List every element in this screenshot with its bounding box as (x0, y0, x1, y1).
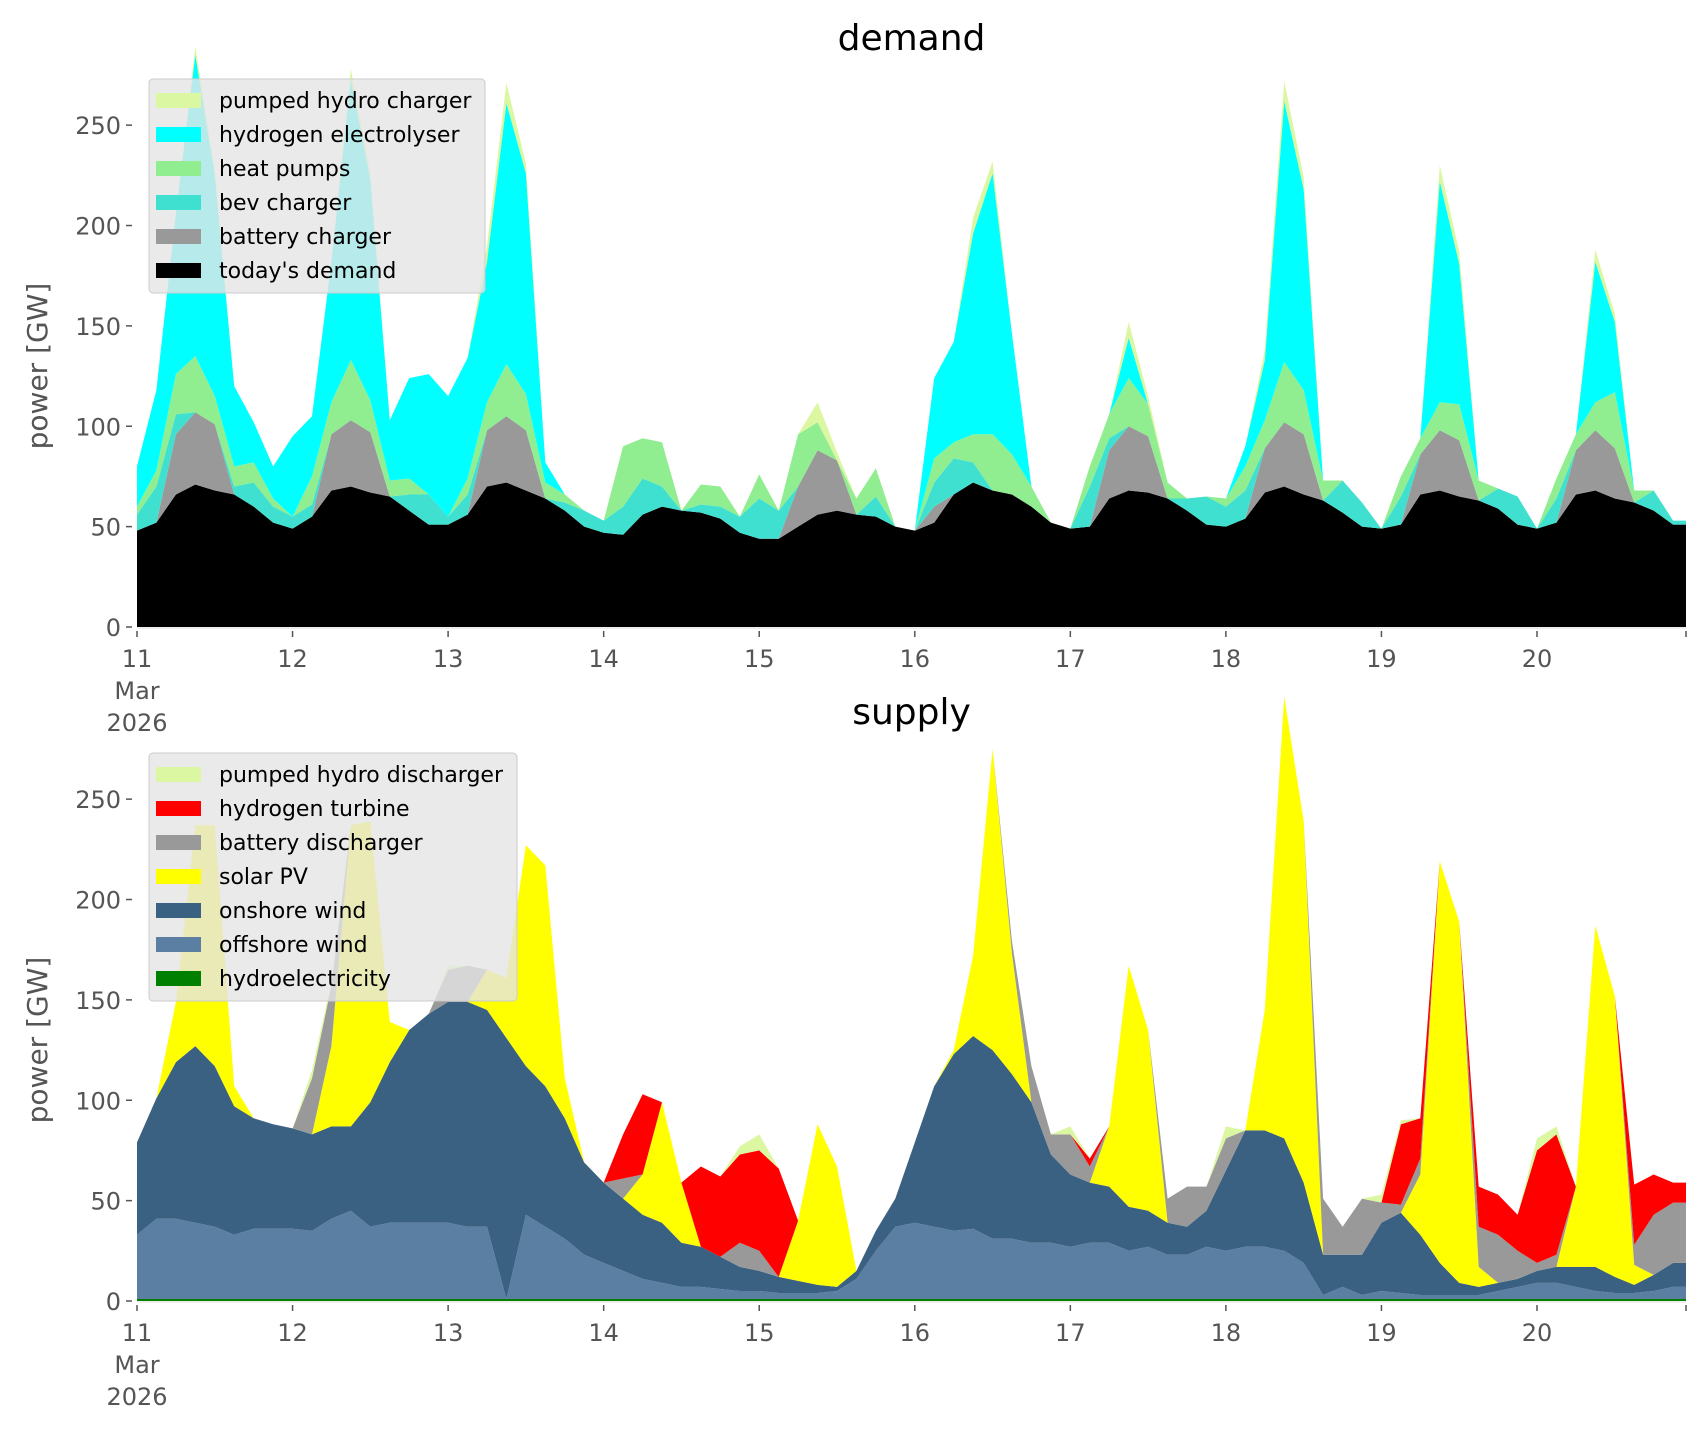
legend-swatch (156, 971, 201, 986)
legend-swatch (156, 937, 201, 952)
area-battery-charger (137, 412, 1686, 539)
x-tick-label: 12 (277, 1319, 308, 1347)
legend-label: hydrogen turbine (219, 797, 410, 822)
y-tick-label: 0 (106, 614, 121, 642)
legend-box (148, 752, 518, 1002)
legend-item: hydroelectricity (156, 967, 391, 992)
demand-panel: demand 0 50 100 150 200 250 power [GW] 11 Mar 2026… (21, 18, 1687, 737)
legend-item: bev charger (156, 191, 352, 216)
legend-item: battery discharger (156, 831, 424, 856)
y-tick-label: 250 (75, 112, 121, 140)
x-tick-label: 11 (122, 645, 153, 673)
y-tick-label: 50 (90, 1188, 121, 1216)
x-tick-label: 19 (1366, 1319, 1397, 1347)
legend-swatch (156, 767, 201, 782)
x-tick-sublabel: Mar (114, 1351, 159, 1379)
legend-swatch (156, 869, 201, 884)
x-tick-label: 14 (588, 1319, 619, 1347)
legend-swatch (156, 801, 201, 816)
legend-label: pumped hydro discharger (219, 763, 504, 788)
y-tick-label: 200 (75, 887, 121, 915)
legend-item: battery charger (156, 225, 392, 250)
legend-item: pumped hydro charger (156, 89, 472, 114)
x-tick-label: 20 (1522, 1319, 1553, 1347)
x-tick-sublabel: Mar (114, 677, 159, 705)
chart-title: supply (852, 692, 971, 733)
legend-item: solar PV (156, 865, 308, 890)
supply-panel: supply 0 50 100 150 200 250 power [GW] 11 Mar 2026… (21, 692, 1687, 1411)
area-offshore-wind (137, 1210, 1686, 1299)
legend-swatch (156, 195, 201, 210)
legend-label: offshore wind (219, 933, 368, 958)
y-tick-label: 250 (75, 786, 121, 814)
legend-item: pumped hydro discharger (156, 763, 504, 788)
area-hydroelectricity (137, 1299, 1686, 1301)
legend-item: today's demand (156, 259, 396, 284)
x-tick-sublabel: 2026 (106, 709, 167, 737)
y-tick-label: 100 (75, 1087, 121, 1115)
x-tick-sublabel: 2026 (106, 1383, 167, 1411)
x-tick-label: 18 (1211, 645, 1242, 673)
legend-label: heat pumps (219, 157, 350, 182)
x-tick-label: 13 (433, 645, 464, 673)
area-today-s-demand (137, 482, 1686, 627)
legend-label: solar PV (219, 865, 308, 890)
area-bev-charger (137, 412, 1686, 539)
area-heat-pumps (137, 356, 1686, 531)
area-solar-pv (137, 696, 1686, 1287)
area-onshore-wind (137, 1001, 1686, 1299)
legend-label: today's demand (219, 259, 396, 284)
legend-box (148, 78, 486, 294)
legend-item: hydrogen turbine (156, 797, 410, 822)
legend-label: bev charger (219, 191, 352, 216)
legend-label: battery charger (219, 225, 392, 250)
x-tick-label: 12 (277, 645, 308, 673)
legend-label: pumped hydro charger (219, 89, 472, 114)
x-tick-label: 20 (1522, 645, 1553, 673)
legend-label: hydrogen electrolyser (219, 123, 460, 148)
legend-swatch (156, 93, 201, 108)
legend-label: hydroelectricity (219, 967, 391, 992)
legend-swatch (156, 835, 201, 850)
x-tick-label: 17 (1055, 1319, 1086, 1347)
x-tick-label: 11 (122, 1319, 153, 1347)
x-tick-label: 19 (1366, 645, 1397, 673)
legend-label: onshore wind (219, 899, 366, 924)
x-tick-label: 17 (1055, 645, 1086, 673)
y-tick-label: 150 (75, 313, 121, 341)
x-tick-label: 14 (588, 645, 619, 673)
legend-swatch (156, 229, 201, 244)
x-tick-label: 13 (433, 1319, 464, 1347)
y-tick-label: 150 (75, 987, 121, 1015)
y-axis-label: power [GW] (21, 957, 54, 1124)
x-tick-label: 15 (744, 645, 775, 673)
legend-swatch (156, 127, 201, 142)
y-tick-label: 100 (75, 413, 121, 441)
area-hydrogen-turbine (137, 696, 1686, 1277)
y-tick-label: 50 (90, 514, 121, 542)
chart-title: demand (838, 18, 986, 59)
x-tick-label: 16 (900, 1319, 931, 1347)
legend-item: onshore wind (156, 899, 366, 924)
x-tick-label: 16 (900, 645, 931, 673)
y-axis-label: power [GW] (21, 283, 54, 450)
x-tick-label: 15 (744, 1319, 775, 1347)
y-tick-label: 200 (75, 213, 121, 241)
x-tick-label: 18 (1211, 1319, 1242, 1347)
y-tick-label: 0 (106, 1288, 121, 1316)
legend-swatch (156, 161, 201, 176)
legend-item: hydrogen electrolyser (156, 123, 460, 148)
legend-item: heat pumps (156, 157, 350, 182)
legend: pumped hydro discharger hydrogen turbine b… (148, 752, 518, 1002)
legend-swatch (156, 903, 201, 918)
legend-swatch (156, 263, 201, 278)
legend-item: offshore wind (156, 933, 368, 958)
area-hydrogen-electrolyser (137, 54, 1686, 531)
legend-label: battery discharger (219, 831, 424, 856)
legend: pumped hydro charger hydrogen electrolyse… (148, 78, 486, 294)
